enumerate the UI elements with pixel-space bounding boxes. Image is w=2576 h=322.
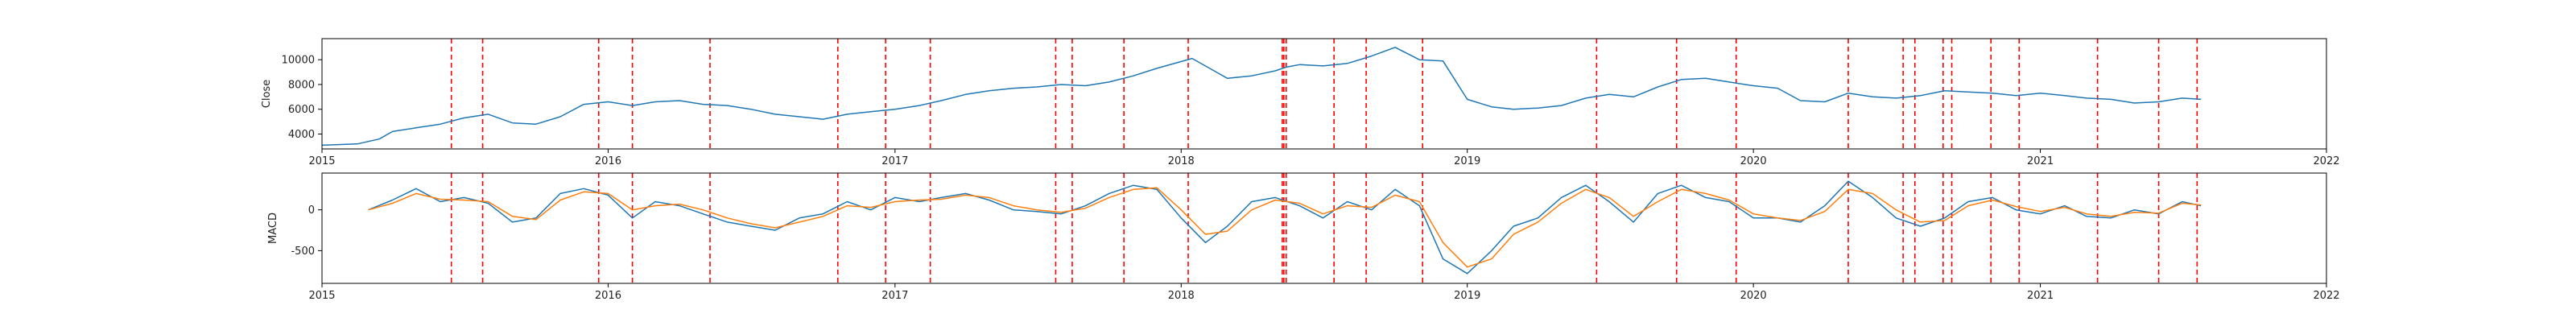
x-tick-label: 2017 xyxy=(881,290,908,302)
macd-y-axis-label: MACD xyxy=(267,213,279,244)
macd-axes-frame xyxy=(321,172,2327,284)
signal-line xyxy=(368,187,2202,268)
x-tick-label: 2022 xyxy=(2313,290,2339,302)
x-tick-label: 2019 xyxy=(1454,155,1480,167)
y-tick-label: -500 xyxy=(291,246,315,258)
x-tick-label: 2021 xyxy=(2027,155,2054,167)
y-tick-label: 8000 xyxy=(288,79,315,91)
x-tick-label: 2020 xyxy=(1740,290,1767,302)
close-axes-frame xyxy=(321,38,2327,150)
macd-line xyxy=(368,180,2202,275)
x-tick-label: 2019 xyxy=(1454,290,1480,302)
x-tick-label: 2018 xyxy=(1168,155,1195,167)
event-lines-bottom xyxy=(450,173,2198,283)
macd-y-ticks: -500 0 xyxy=(291,204,322,258)
close-line xyxy=(321,47,2202,147)
macd-series-group xyxy=(368,180,2202,275)
macd-panel: -500 0 2015 2016 2017 2018 2019 2020 2021 2022 M… xyxy=(267,172,2340,302)
y-tick-label: 10000 xyxy=(282,55,315,67)
close-x-ticks: 2015 2016 2017 2018 2019 2020 2021 2022 xyxy=(308,149,2340,167)
x-tick-label: 2018 xyxy=(1168,290,1195,302)
macd-x-ticks: 2015 2016 2017 2018 2019 2020 2021 2022 xyxy=(308,283,2340,302)
y-tick-label: 4000 xyxy=(288,129,315,141)
close-y-ticks: 4000 6000 8000 10000 xyxy=(282,55,322,141)
close-y-axis-label: Close xyxy=(261,80,273,108)
y-tick-label: 6000 xyxy=(288,104,315,116)
x-tick-label: 2020 xyxy=(1740,155,1767,167)
event-lines-top xyxy=(450,39,2198,149)
x-tick-label: 2015 xyxy=(308,155,335,167)
close-series-group xyxy=(321,47,2202,147)
x-tick-label: 2022 xyxy=(2313,155,2339,167)
x-tick-label: 2015 xyxy=(308,290,335,302)
x-tick-label: 2016 xyxy=(595,155,621,167)
x-tick-label: 2021 xyxy=(2027,290,2054,302)
x-tick-label: 2016 xyxy=(595,290,621,302)
y-tick-label: 0 xyxy=(308,204,315,217)
x-tick-label: 2017 xyxy=(881,155,908,167)
